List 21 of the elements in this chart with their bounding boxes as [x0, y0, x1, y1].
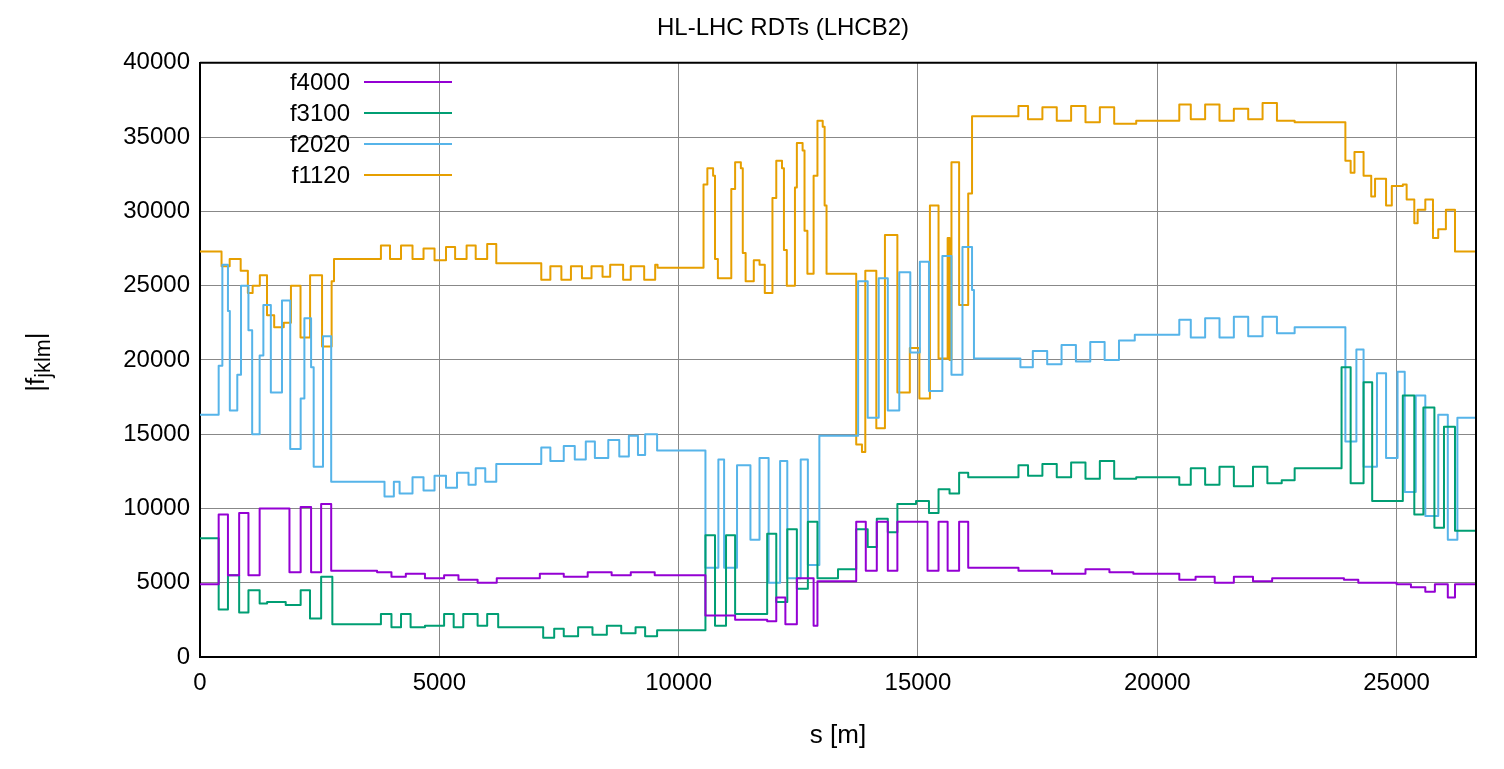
x-tick-label: 25000: [1363, 668, 1430, 696]
y-tick-label: 15000: [123, 418, 190, 446]
x-axis-title: s [m]: [809, 718, 867, 749]
y-tick-label: 30000: [123, 195, 190, 223]
x-tick-label: 15000: [884, 668, 952, 696]
x-tick-label: 20000: [1123, 668, 1191, 696]
y-tick-label: 20000: [123, 344, 190, 372]
legend-label: f4000: [288, 68, 351, 97]
x-tick-label: 0: [193, 668, 207, 696]
y-tick-label: 10000: [123, 493, 190, 521]
y-tick-label: 0: [176, 641, 190, 669]
chart-title: HL-LHC RDTs (LHCB2): [656, 13, 910, 41]
y-tick-label: 25000: [123, 270, 190, 298]
y-tick-label: 5000: [136, 567, 190, 595]
legend-label: f3100: [288, 99, 351, 128]
legend-label: f2020: [288, 130, 351, 159]
y-tick-label: 40000: [123, 47, 190, 75]
legend-label: f1120: [290, 161, 351, 190]
x-tick-label: 10000: [645, 668, 713, 696]
x-tick-label: 5000: [412, 668, 467, 696]
y-tick-label: 35000: [123, 121, 190, 149]
